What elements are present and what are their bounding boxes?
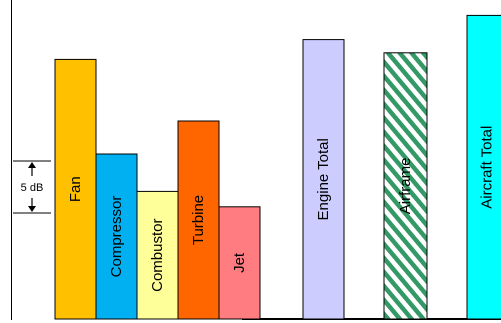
bar-label-turbine: Turbine xyxy=(190,195,207,245)
bar-label-compressor: Compressor xyxy=(108,196,125,278)
scale-bar-lower-arrowhead xyxy=(28,206,36,212)
bar-turbine xyxy=(177,120,220,320)
bar-label-airframe: Airframe xyxy=(397,158,414,215)
bar-jet xyxy=(218,206,261,320)
bar-label-aircraft-total: Aircraft Total xyxy=(479,126,496,209)
scale-bar: 5 dB xyxy=(13,160,51,214)
bar-aircraft-total xyxy=(466,14,501,320)
bar-label-jet: Jet xyxy=(231,252,248,273)
bar-label-fan: Fan xyxy=(67,176,84,202)
bar-label-engine-total: Engine Total xyxy=(315,138,332,220)
bar-engine-total xyxy=(302,39,345,320)
bar-fan xyxy=(54,58,97,320)
bar-label-combustor: Combustor xyxy=(149,219,166,292)
scale-bar-upper-arrowhead xyxy=(28,162,36,168)
scale-bar-label: 5 dB xyxy=(21,182,44,194)
bars: Fan Compressor Combustor Turbine Jet Engine T… xyxy=(54,14,501,320)
bar-airframe xyxy=(383,52,428,320)
